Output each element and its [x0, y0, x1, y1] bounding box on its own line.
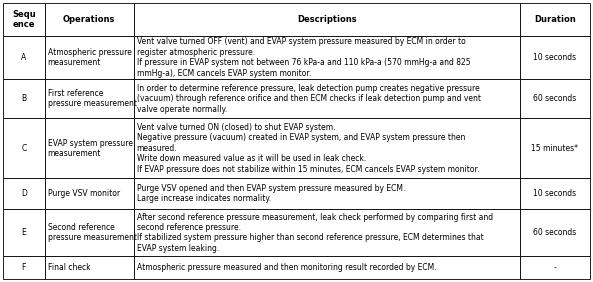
Text: D: D — [21, 189, 27, 198]
Text: Purge VSV opened and then EVAP system pressure measured by ECM.
Large increase i: Purge VSV opened and then EVAP system pr… — [136, 184, 405, 203]
Text: In order to determine reference pressure, leak detection pump creates negative p: In order to determine reference pressure… — [136, 84, 481, 114]
Bar — [44, 178, 133, 209]
Text: 60 seconds: 60 seconds — [533, 94, 576, 103]
Text: Final check: Final check — [47, 263, 90, 272]
Text: -: - — [553, 263, 556, 272]
Bar — [44, 36, 133, 79]
Text: C: C — [21, 144, 27, 153]
Bar — [519, 256, 590, 279]
Text: Vent valve turned OFF (vent) and EVAP system pressure measured by ECM in order t: Vent valve turned OFF (vent) and EVAP sy… — [136, 38, 470, 78]
Text: 10 seconds: 10 seconds — [533, 189, 576, 198]
Bar — [133, 256, 519, 279]
Bar — [3, 178, 44, 209]
Bar — [133, 178, 519, 209]
Bar — [133, 36, 519, 79]
Bar — [519, 178, 590, 209]
Text: B: B — [21, 94, 26, 103]
Text: 60 seconds: 60 seconds — [533, 228, 576, 237]
Text: Second reference
pressure measurement: Second reference pressure measurement — [47, 223, 136, 242]
Bar — [3, 209, 44, 256]
Text: First reference
pressure measurement: First reference pressure measurement — [47, 89, 136, 109]
Text: E: E — [21, 228, 26, 237]
Bar — [519, 118, 590, 178]
Text: F: F — [21, 263, 26, 272]
Text: Atmospheric pressure measured and then monitoring result recorded by ECM.: Atmospheric pressure measured and then m… — [136, 263, 436, 272]
Text: Sequ
ence: Sequ ence — [12, 10, 36, 29]
Bar — [3, 3, 44, 36]
Text: EVAP system pressure
measurement: EVAP system pressure measurement — [47, 138, 133, 158]
Bar — [133, 209, 519, 256]
Bar — [44, 3, 133, 36]
Bar — [3, 79, 44, 118]
Text: 15 minutes*: 15 minutes* — [531, 144, 578, 153]
Bar — [519, 209, 590, 256]
Text: After second reference pressure measurement, leak check performed by comparing f: After second reference pressure measurem… — [136, 213, 493, 253]
Bar — [44, 256, 133, 279]
Bar — [519, 36, 590, 79]
Bar — [44, 79, 133, 118]
Text: 10 seconds: 10 seconds — [533, 53, 576, 62]
Text: Descriptions: Descriptions — [297, 15, 356, 24]
Bar — [44, 209, 133, 256]
Text: Vent valve turned ON (closed) to shut EVAP system.
Negative pressure (vacuum) cr: Vent valve turned ON (closed) to shut EV… — [136, 123, 479, 173]
Text: A: A — [21, 53, 27, 62]
Bar — [519, 3, 590, 36]
Text: Purge VSV monitor: Purge VSV monitor — [47, 189, 120, 198]
Bar — [3, 118, 44, 178]
Text: Duration: Duration — [534, 15, 576, 24]
Bar — [133, 3, 519, 36]
Bar — [133, 79, 519, 118]
Bar — [133, 118, 519, 178]
Bar — [3, 256, 44, 279]
Bar — [519, 79, 590, 118]
Bar — [3, 36, 44, 79]
Text: Atmospheric pressure
measurement: Atmospheric pressure measurement — [47, 48, 132, 67]
Text: Operations: Operations — [63, 15, 115, 24]
Bar — [44, 118, 133, 178]
